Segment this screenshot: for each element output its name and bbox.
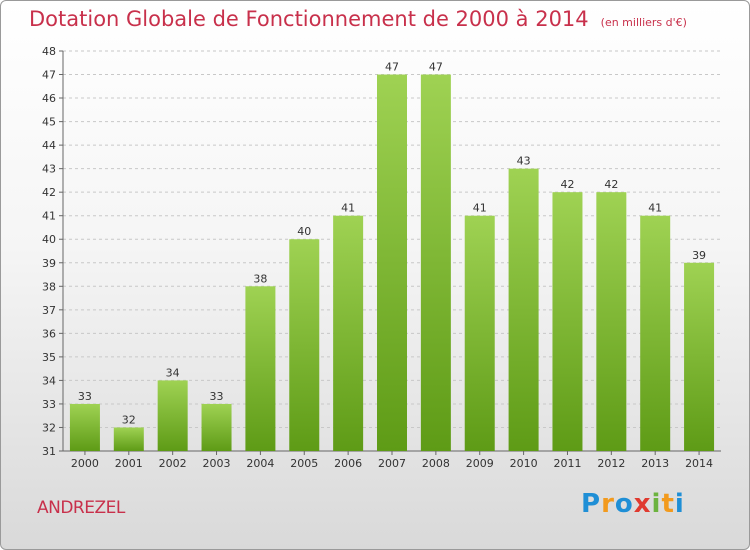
bar-2003 [201, 403, 232, 451]
x-tick-label: 2003 [203, 457, 231, 470]
bar-2000 [69, 403, 100, 451]
proxiti-logo: Proxiti [581, 489, 685, 519]
bar-value-label: 34 [166, 366, 180, 379]
bar-2013 [640, 215, 671, 451]
y-tick-label: 42 [42, 186, 56, 199]
x-tick-label: 2008 [422, 457, 450, 470]
x-tick-label: 2004 [246, 457, 274, 470]
logo-letter: r [601, 489, 615, 519]
x-tick-label: 2001 [115, 457, 143, 470]
logo-letter: t [661, 489, 675, 519]
bar-2010 [508, 168, 539, 451]
x-tick-label: 2006 [334, 457, 362, 470]
x-tick-label: 2011 [553, 457, 581, 470]
bar-2011 [552, 192, 583, 452]
y-tick-label: 39 [42, 257, 56, 270]
bar-2004 [245, 286, 276, 451]
bar-2006 [333, 215, 364, 451]
bar-2002 [157, 380, 188, 451]
bar-2009 [464, 215, 495, 451]
commune-name: ANDREZEL [37, 498, 125, 518]
chart-title-text: Dotation Globale de Fonctionnement de 20… [29, 7, 589, 31]
y-tick-label: 47 [42, 69, 56, 82]
bar-2005 [289, 239, 320, 451]
chart-title: Dotation Globale de Fonctionnement de 20… [29, 7, 687, 31]
y-tick-label: 33 [42, 398, 56, 411]
y-tick-label: 37 [42, 304, 56, 317]
y-tick-label: 32 [42, 421, 56, 434]
y-tick-label: 35 [42, 351, 56, 364]
x-tick-label: 2007 [378, 457, 406, 470]
bar-value-label: 40 [297, 225, 311, 238]
bar-value-label: 47 [429, 61, 443, 74]
logo-letter: P [581, 489, 602, 519]
x-tick-label: 2013 [641, 457, 669, 470]
bar-value-label: 32 [122, 413, 136, 426]
logo-letter: i [674, 489, 685, 519]
x-tick-label: 2014 [685, 457, 713, 470]
x-tick-label: 2012 [597, 457, 625, 470]
bar-value-label: 33 [210, 390, 224, 403]
x-tick-label: 2005 [290, 457, 318, 470]
logo-letter: i [651, 489, 662, 519]
bar-value-label: 33 [78, 390, 92, 403]
bar-value-label: 41 [473, 202, 487, 215]
bar-value-label: 41 [341, 202, 355, 215]
y-tick-label: 45 [42, 116, 56, 129]
y-tick-label: 38 [42, 280, 56, 293]
y-tick-label: 43 [42, 163, 56, 176]
bar-value-label: 42 [604, 178, 618, 191]
y-tick-label: 40 [42, 233, 56, 246]
x-tick-label: 2009 [466, 457, 494, 470]
bar-2008 [420, 74, 451, 451]
bar-2001 [113, 427, 144, 451]
x-tick-label: 2000 [71, 457, 99, 470]
bar-value-label: 43 [517, 155, 531, 168]
x-tick-label: 2002 [159, 457, 187, 470]
y-tick-label: 44 [42, 139, 56, 152]
y-tick-label: 31 [42, 445, 56, 458]
chart-unit: (en milliers d'€) [600, 16, 687, 29]
bar-2007 [377, 74, 407, 451]
logo-letter: x [633, 489, 652, 519]
y-tick-label: 48 [42, 45, 56, 58]
bar-2012 [596, 192, 627, 452]
logo-letter: o [614, 489, 634, 519]
bar-value-label: 41 [648, 202, 662, 215]
y-tick-label: 41 [42, 210, 56, 223]
bar-value-label: 39 [692, 249, 706, 262]
y-tick-label: 36 [42, 327, 56, 340]
x-tick-label: 2010 [510, 457, 538, 470]
bar-value-label: 47 [385, 61, 399, 74]
y-tick-label: 34 [42, 374, 56, 387]
bar-2014 [684, 262, 715, 451]
y-tick-label: 46 [42, 92, 56, 105]
bar-value-label: 38 [253, 272, 267, 285]
bar-value-label: 42 [560, 178, 574, 191]
